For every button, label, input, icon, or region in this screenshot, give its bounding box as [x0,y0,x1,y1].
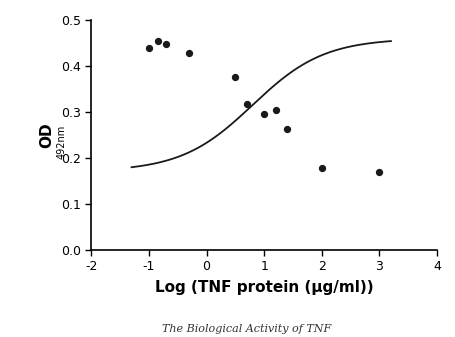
Point [231,75,238,80]
Point [260,111,267,116]
Point [375,169,382,174]
Point [272,108,279,113]
Point [283,127,290,132]
Text: The Biological Activity of TNF: The Biological Activity of TNF [161,324,330,334]
Text: OD: OD [39,122,54,148]
Point [162,41,169,47]
Point [243,101,250,106]
Point [185,50,192,56]
Point [153,38,161,43]
X-axis label: Log (TNF protein (μg/ml)): Log (TNF protein (μg/ml)) [155,280,373,295]
Text: 492nm: 492nm [57,125,67,159]
Point [145,46,152,51]
Point [318,165,325,171]
